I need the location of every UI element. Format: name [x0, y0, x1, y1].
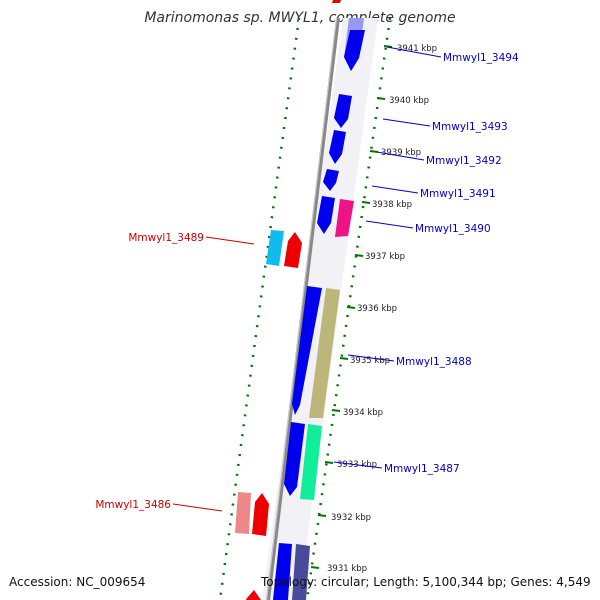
gene-label-3494[interactable]: Mmwyl1_3494 [443, 52, 519, 64]
gene-top-reverse[interactable] [332, 0, 341, 3]
scale-label-3939: 3939 kbp [381, 148, 421, 158]
scale-label-3940: 3940 kbp [389, 96, 429, 106]
gene-3488b[interactable] [309, 288, 340, 418]
gene-3486a[interactable] [235, 492, 251, 534]
gene-3489a[interactable] [266, 230, 284, 266]
backbone-highlight [266, 17, 338, 600]
gene-3490a[interactable] [317, 196, 335, 234]
forward-leaders [333, 46, 442, 469]
gene-label-3486[interactable]: Mmwyl1_3486 [95, 499, 171, 511]
gene-label-3490[interactable]: Mmwyl1_3490 [415, 223, 491, 235]
gene-3492[interactable] [329, 130, 346, 164]
backbone [266, 17, 340, 600]
scale-label-3936: 3936 kbp [357, 304, 397, 314]
gene-label-3487[interactable]: Mmwyl1_3487 [384, 463, 460, 475]
scale-label-3932: 3932 kbp [331, 513, 371, 523]
gene-label-3489[interactable]: Mmwyl1_3489 [128, 232, 204, 244]
reverse-leaders [172, 236, 255, 512]
gene-3491[interactable] [323, 169, 339, 191]
scale-label-3937: 3937 kbp [365, 252, 405, 262]
gene-label-3488[interactable]: Mmwyl1_3488 [396, 356, 472, 368]
gene-label-3492[interactable]: Mmwyl1_3492 [426, 155, 502, 167]
map-title: Marinomonas sp. MWYL1, complete genome [144, 10, 456, 26]
gene-3487b[interactable] [300, 424, 322, 500]
scale-label-3941: 3941 kbp [397, 44, 437, 54]
topology-label: Topology: circular; Length: 5,100,344 bp… [261, 575, 591, 589]
gene-3485b[interactable] [292, 544, 310, 600]
scale-label-3938: 3938 kbp [372, 200, 412, 210]
gene-3488a[interactable] [292, 286, 322, 415]
gene-3485a[interactable] [273, 543, 292, 600]
gene-3494[interactable] [344, 30, 365, 71]
accession-label: Accession: NC_009654 [9, 575, 146, 589]
scale-label-3935: 3935 kbp [350, 356, 390, 366]
scale-label-3931: 3931 kbp [327, 564, 367, 574]
gene-bottom-reverse[interactable] [246, 590, 261, 600]
major-ticks [310, 45, 393, 569]
gene-label-3491[interactable]: Mmwyl1_3491 [420, 188, 496, 200]
gene-3490b[interactable] [335, 199, 354, 237]
gene-3493[interactable] [334, 94, 352, 128]
gene-label-3493[interactable]: Mmwyl1_3493 [432, 121, 508, 133]
scale-label-3934: 3934 kbp [343, 408, 383, 418]
gene-3486b[interactable] [252, 493, 269, 536]
gene-3489b[interactable] [284, 232, 302, 268]
gene-3487a[interactable] [284, 422, 305, 496]
